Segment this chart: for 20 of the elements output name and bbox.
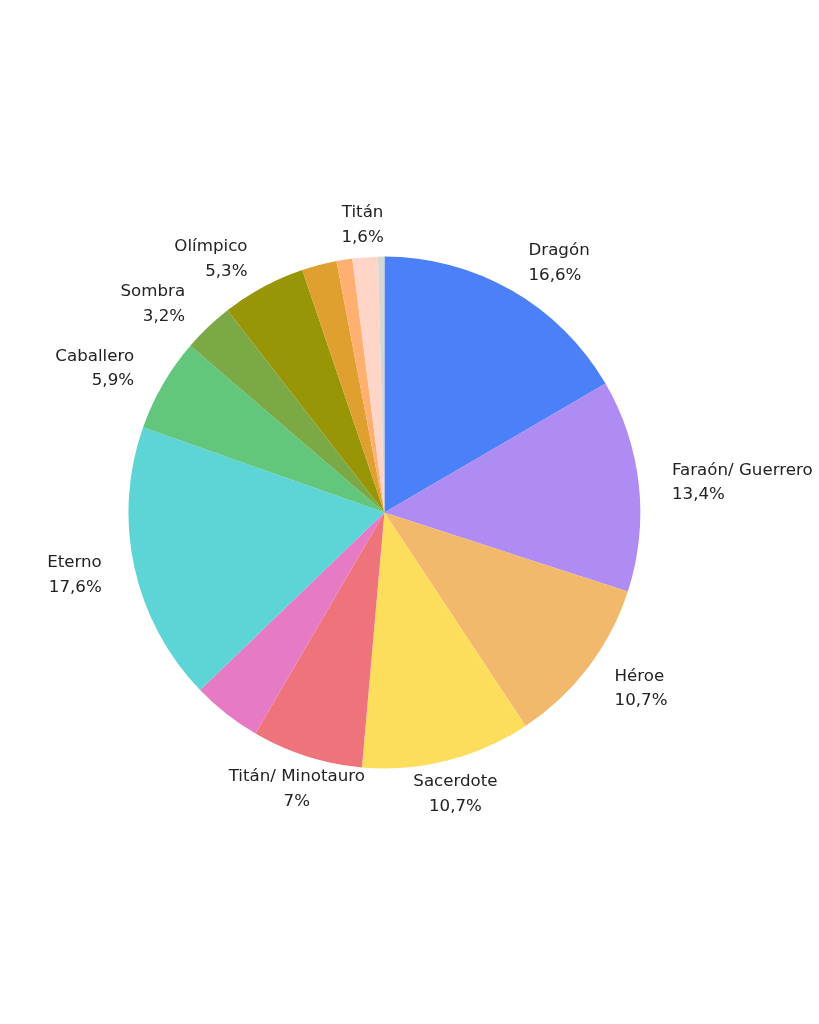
slice-label: Dragón: [528, 239, 590, 259]
slice-label: Caballero: [55, 345, 135, 365]
data-label: 7%: [283, 791, 310, 811]
slice-label: Eterno: [47, 551, 102, 571]
data-label: 13,4%: [671, 484, 725, 504]
slice-label: Héroe: [614, 665, 665, 685]
data-label: 3,2%: [142, 305, 186, 325]
slice-label: Sombra: [120, 281, 186, 301]
slice-label: Titán/ Minotauro: [227, 766, 365, 786]
slice-label: Faraón/ Guerrero: [671, 459, 813, 479]
data-label: 1,6%: [341, 226, 384, 246]
data-label: 10,7%: [614, 690, 668, 710]
slice-label: Titán: [340, 202, 384, 222]
data-label: 5,9%: [91, 370, 135, 390]
slice-label: Sacerdote: [413, 771, 498, 791]
data-label: 5,3%: [205, 260, 248, 280]
data-label: 17,6%: [48, 576, 102, 596]
data-label: 16,6%: [528, 264, 582, 284]
slice-label: Olímpico: [174, 235, 248, 255]
data-label: 10,7%: [428, 795, 482, 815]
